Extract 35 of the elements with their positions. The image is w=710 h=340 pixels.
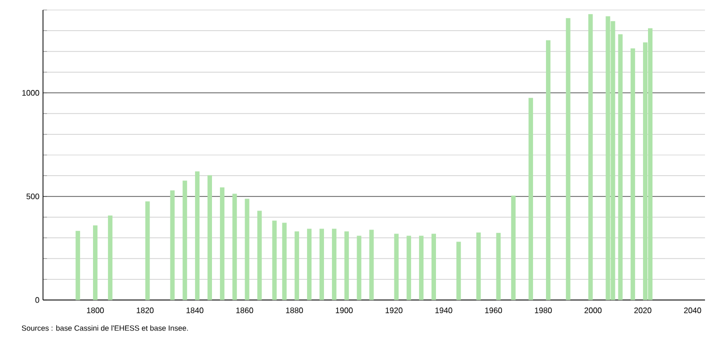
bar: [195, 171, 200, 300]
bar: [332, 228, 336, 300]
bar: [618, 34, 623, 300]
bar: [406, 236, 412, 300]
bar: [511, 196, 516, 300]
bar: [320, 228, 324, 300]
bar: [419, 236, 424, 300]
bar: [456, 242, 461, 300]
bar: [431, 234, 436, 300]
bar: [108, 215, 112, 300]
bar: [344, 231, 349, 300]
bar: [394, 234, 399, 300]
bar: [244, 198, 250, 300]
bar: [257, 210, 262, 300]
bar: [170, 190, 175, 300]
bar: [272, 220, 277, 300]
bar: [145, 201, 150, 300]
bar: [282, 222, 287, 300]
bar: [630, 48, 636, 300]
bar: [588, 14, 593, 300]
bar: [496, 232, 501, 300]
bar: [76, 230, 80, 300]
bar: [182, 180, 188, 300]
bar: [232, 194, 237, 300]
bar: [294, 231, 300, 300]
bar: [369, 230, 374, 300]
bar: [546, 40, 550, 300]
bar: [566, 18, 570, 300]
bar: [356, 236, 362, 300]
bar: [528, 98, 534, 300]
bar: [307, 228, 312, 300]
bar: [93, 225, 98, 300]
bar: [208, 175, 212, 300]
bar: [220, 187, 224, 300]
bar: [476, 232, 481, 300]
